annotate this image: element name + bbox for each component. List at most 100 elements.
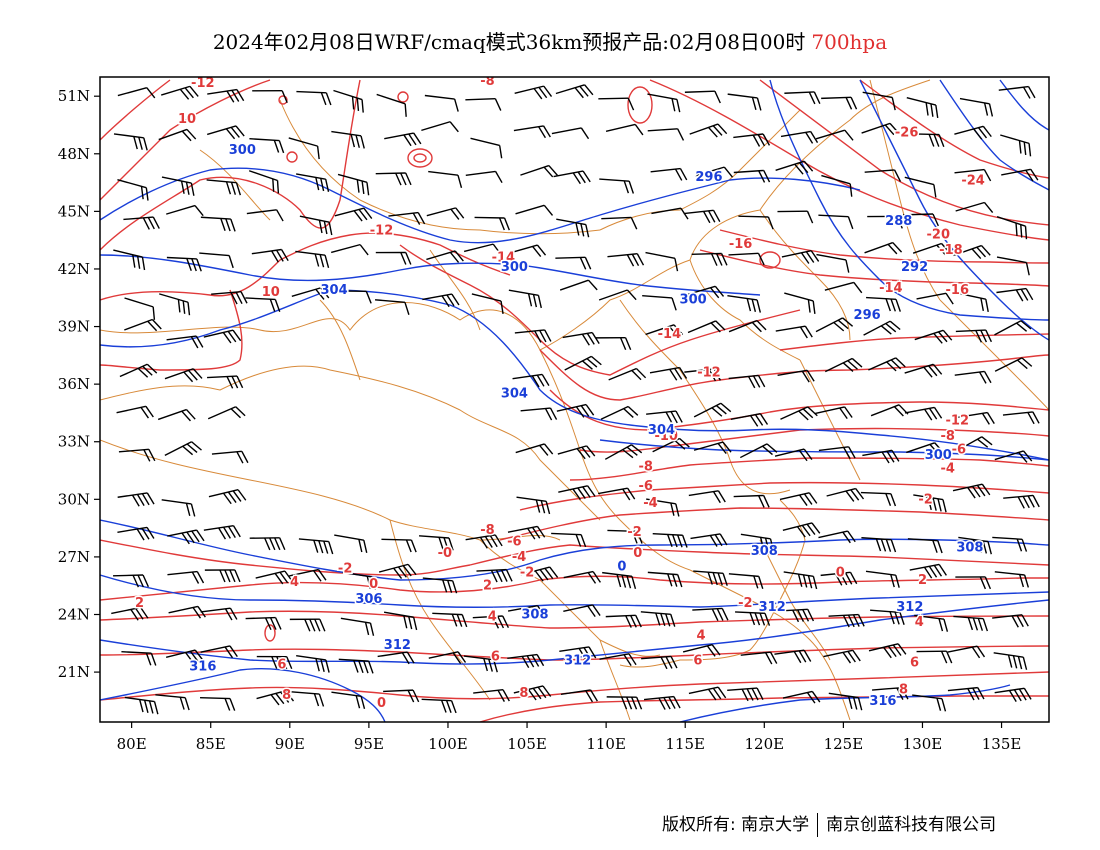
wind-barb (863, 320, 901, 336)
wind-barb (958, 536, 992, 555)
wind-barb (688, 490, 726, 504)
wind-barb (861, 122, 900, 136)
wind-barb (428, 651, 467, 664)
isotherm-label: 0 (633, 546, 642, 561)
wind-barb (784, 292, 816, 314)
isotherm-label: -10 (654, 429, 678, 444)
wind-barb (513, 125, 551, 139)
wind-barb (117, 86, 156, 99)
isotherm-label: 6 (277, 657, 286, 672)
wind-barb (994, 450, 1033, 463)
wind-barb (249, 138, 285, 154)
wind-barb (465, 98, 502, 111)
wind-barb (595, 337, 632, 351)
wind-barb (820, 571, 858, 586)
isotherm-label: -4 (941, 462, 955, 477)
lat-tick-label: 48N (58, 145, 90, 163)
wind-barb (473, 689, 510, 702)
wind-barb (331, 691, 366, 710)
wind-barb (559, 646, 597, 660)
height-label: 316 (869, 694, 896, 709)
wind-barb (208, 489, 247, 505)
wind-barb (870, 609, 905, 625)
wind-barb (604, 444, 643, 460)
wind-barb (376, 93, 407, 117)
wind-barb (1001, 168, 1039, 182)
wind-barb (296, 655, 330, 673)
isotherm-label: -16 (946, 283, 970, 298)
wind-barb (200, 216, 236, 232)
height-label: 312 (896, 600, 923, 615)
wind-barb (256, 655, 293, 670)
wind-barb (474, 216, 510, 231)
wind-barb (684, 90, 721, 104)
isotherm-label: -26 (895, 126, 919, 141)
wind-barb (375, 251, 412, 265)
wind-barb (682, 643, 721, 657)
wind-barb (167, 529, 205, 545)
wind-barb (378, 563, 417, 579)
lat-tick-label: 36N (58, 375, 90, 393)
wind-barb (868, 357, 906, 372)
wind-barb (605, 123, 644, 136)
wind-barb (909, 563, 947, 579)
wind-barb (158, 128, 197, 142)
wind-barb (601, 216, 638, 230)
lat-tick-label: 45N (58, 202, 90, 220)
wind-barb (559, 279, 598, 291)
wind-barb (821, 174, 853, 197)
wind-barb (912, 242, 951, 256)
isotherm-label: 0 (369, 577, 378, 592)
wind-barb (255, 570, 294, 585)
wind-barb (598, 97, 635, 111)
wind-barb (823, 649, 861, 664)
wind-barb (337, 173, 370, 196)
map-frame (99, 76, 1050, 723)
copyright-footer: 版权所有: 南京大学 南京创蓝科技有限公司 (662, 810, 996, 837)
wind-barb (828, 692, 863, 711)
wind-barb (164, 441, 202, 456)
wind-barb (252, 90, 288, 104)
isotherm-label: -6 (507, 535, 521, 550)
wind-barb (463, 655, 498, 673)
wind-barb (954, 125, 992, 140)
isotherm-label: 6 (693, 654, 702, 669)
wind-barb (424, 94, 459, 112)
wind-barb (514, 329, 552, 343)
height-label: 288 (885, 214, 912, 229)
isotherm-label: 8 (282, 688, 291, 703)
wind-barb (816, 253, 850, 273)
wind-barb (688, 686, 727, 701)
wind-barb (428, 170, 463, 188)
height-label: 308 (751, 544, 778, 559)
wind-barb (727, 93, 762, 111)
wind-barb (421, 121, 459, 133)
wind-barb (815, 129, 854, 141)
height-label: 0 (617, 560, 626, 575)
wind-barb (515, 204, 554, 216)
wind-barb (907, 538, 943, 554)
isotherm-label: -6 (952, 442, 966, 457)
wind-barb (463, 243, 502, 255)
wind-barb (865, 570, 900, 588)
wind-barb (781, 250, 820, 264)
wind-barb (551, 127, 590, 140)
wind-barb (599, 178, 635, 194)
wind-barb (646, 498, 680, 517)
wind-barb (384, 132, 422, 147)
wind-barb (113, 249, 146, 271)
wind-barb (608, 367, 647, 381)
wind-barb (556, 403, 595, 418)
wind-barb (520, 164, 558, 178)
wind-barb (296, 173, 330, 192)
wind-barb (728, 319, 767, 333)
wind-barb (782, 690, 821, 704)
wind-barb (645, 324, 684, 337)
wind-barb (507, 653, 545, 669)
wind-barb (693, 441, 732, 455)
wind-barb (421, 698, 457, 714)
wind-barb (733, 494, 770, 508)
temperature-labels: -12 -810-12-14-1610-14-12-10-8-6-4-20-8-6… (134, 77, 987, 712)
wind-barb (1000, 134, 1032, 157)
wind-barb (334, 207, 373, 222)
